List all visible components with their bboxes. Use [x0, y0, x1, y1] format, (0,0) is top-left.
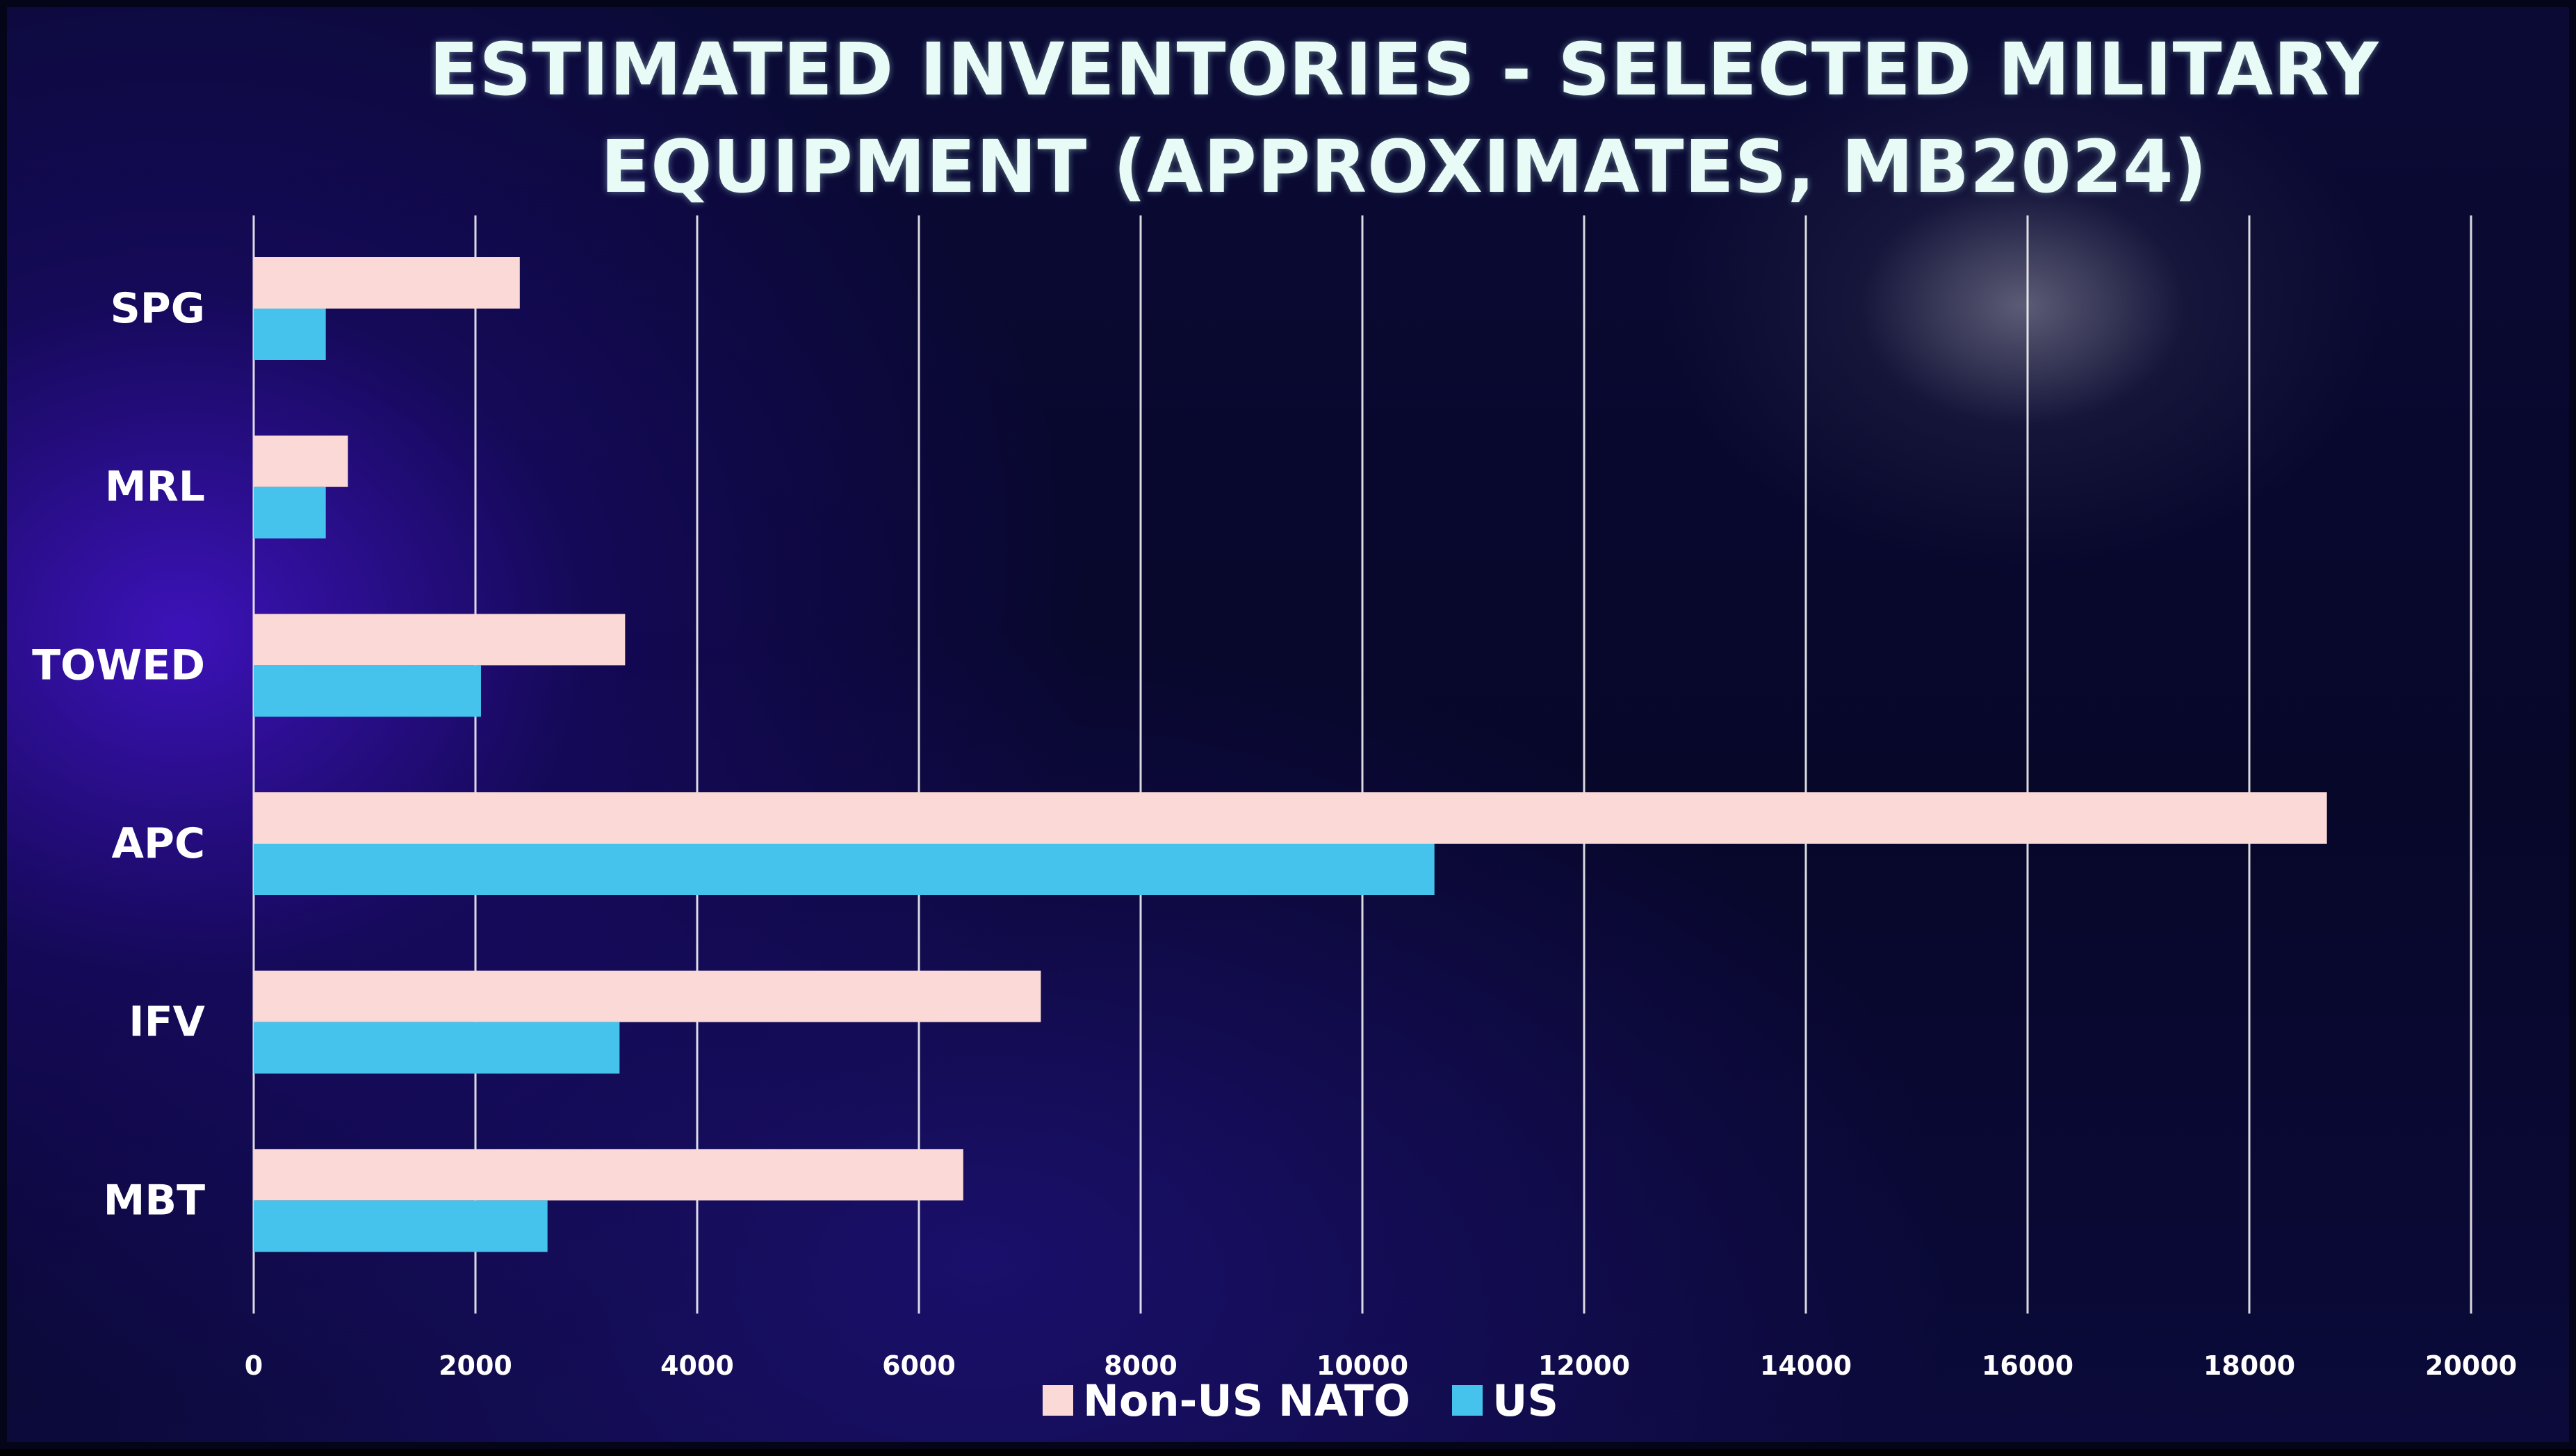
bar-towed-non-us-nato [254, 614, 626, 666]
bar-mbt-us [254, 1200, 548, 1252]
x-tick-label-8000: 8000 [1104, 1350, 1177, 1381]
bar-ifv-us [254, 1022, 620, 1074]
legend-item-non-us-nato: Non-US NATO [1043, 1375, 1410, 1426]
bar-ifv-non-us-nato [254, 970, 1041, 1022]
category-label-mbt: MBT [104, 1176, 205, 1225]
category-label-ifv: IFV [129, 998, 205, 1047]
x-tick-label-18000: 18000 [2203, 1350, 2295, 1381]
legend-swatch-us [1452, 1385, 1483, 1416]
x-tick-label-0: 0 [245, 1350, 263, 1381]
bar-chart: SPG MRL TOWED APC IFV MBT 0 2000 4000 6000 8000 10… [32, 215, 2517, 1381]
category-label-apc: APC [112, 819, 205, 868]
x-tick-label-16000: 16000 [1982, 1350, 2073, 1381]
gridlines [252, 215, 2472, 1314]
legend-item-us: US [1452, 1375, 1558, 1426]
legend-swatch-non-us-nato [1043, 1385, 1073, 1416]
x-tick-labels: 0 2000 4000 6000 8000 10000 12000 14000 16000 180… [245, 1350, 2517, 1381]
x-tick-label-4000: 4000 [660, 1350, 734, 1381]
legend-label-non-us-nato: Non-US NATO [1083, 1375, 1410, 1426]
chart-title: ESTIMATED INVENTORIES - SELECTED MILITAR… [429, 27, 2379, 209]
x-tick-label-2000: 2000 [439, 1350, 512, 1381]
bar-mrl-us [254, 486, 326, 539]
x-tick-label-20000: 20000 [2425, 1350, 2517, 1381]
bar-mrl-non-us-nato [254, 435, 348, 487]
x-tick-label-12000: 12000 [1538, 1350, 1630, 1381]
x-tick-label-6000: 6000 [882, 1350, 956, 1381]
bar-apc-us [254, 844, 1435, 895]
bar-spg-us [254, 309, 326, 360]
category-labels: SPG MRL TOWED APC IFV MBT [32, 284, 205, 1225]
x-tick-label-10000: 10000 [1316, 1350, 1408, 1381]
bar-mbt-non-us-nato [254, 1149, 963, 1201]
legend-label-us: US [1492, 1375, 1558, 1426]
category-label-spg: SPG [111, 284, 205, 333]
x-tick-label-14000: 14000 [1760, 1350, 1852, 1381]
bar-spg-non-us-nato [254, 257, 520, 309]
category-label-mrl: MRL [105, 463, 205, 512]
bars [254, 257, 2327, 1252]
bar-towed-us [254, 665, 481, 717]
category-label-towed: TOWED [32, 641, 205, 689]
legend: Non-US NATO US [1043, 1373, 1600, 1428]
bar-apc-non-us-nato [254, 792, 2327, 844]
